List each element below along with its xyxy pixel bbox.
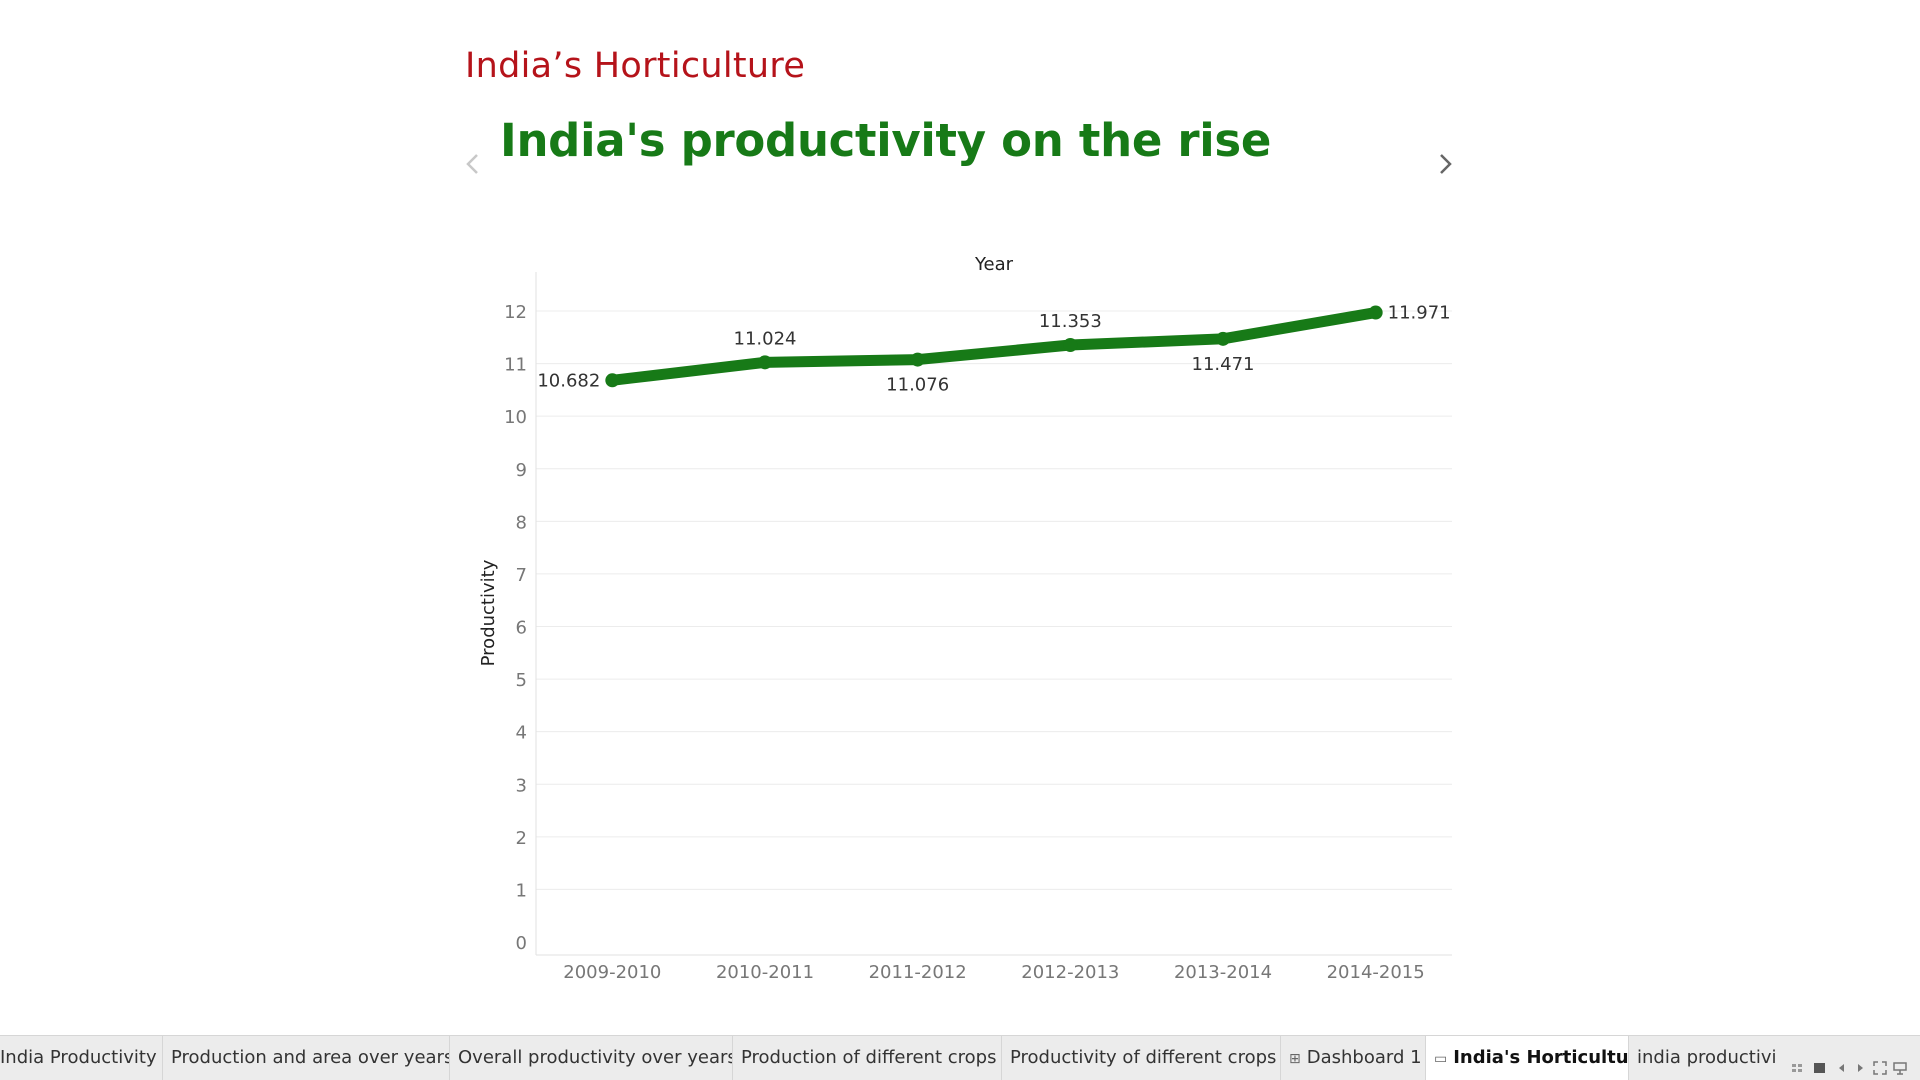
data-point bbox=[1216, 331, 1230, 346]
tab-label: Production and area over years bbox=[171, 1047, 450, 1068]
y-tick-label: 8 bbox=[516, 512, 527, 533]
y-tick-label: 12 bbox=[504, 302, 527, 323]
tab-productivity-of-crops[interactable]: Productivity of different crops bbox=[1002, 1036, 1281, 1080]
data-point bbox=[1063, 338, 1078, 353]
presentation-icon[interactable] bbox=[1892, 1060, 1908, 1076]
tab-production-of-crops[interactable]: Production of different crops bbox=[733, 1036, 1002, 1080]
data-label: 11.353 bbox=[1039, 311, 1102, 332]
y-tick-label: 5 bbox=[516, 670, 527, 691]
y-tick-label: 6 bbox=[516, 618, 527, 639]
y-axis-title: Productivity bbox=[478, 559, 499, 666]
data-point bbox=[605, 373, 620, 388]
story-icon: ▭ bbox=[1434, 1051, 1448, 1067]
y-tick-label: 11 bbox=[504, 355, 527, 376]
data-point bbox=[1368, 305, 1383, 320]
data-label: 11.024 bbox=[734, 328, 797, 349]
tab-label: Overall productivity over years bbox=[458, 1047, 733, 1068]
series bbox=[605, 305, 1383, 388]
data-labels: 10.682 11.024 11.076 11.353 11.471 11.971 bbox=[537, 303, 1450, 396]
series-line bbox=[606, 307, 1382, 386]
y-tick-label: 0 bbox=[516, 933, 527, 954]
data-label: 10.682 bbox=[537, 370, 600, 391]
data-label: 11.076 bbox=[886, 375, 949, 396]
y-tick-label: 1 bbox=[516, 880, 527, 901]
filmstrip-icon[interactable] bbox=[1812, 1060, 1828, 1076]
x-tick-label: 2010-2011 bbox=[716, 962, 814, 983]
tab-label: Dashboard 1 bbox=[1306, 1047, 1422, 1068]
x-tick-label: 2013-2014 bbox=[1174, 962, 1272, 983]
data-label: 11.471 bbox=[1192, 354, 1255, 375]
data-label: 11.971 bbox=[1388, 303, 1451, 324]
chevron-right-icon[interactable] bbox=[1431, 150, 1459, 178]
chevron-left-icon[interactable] bbox=[459, 150, 487, 178]
sheet-sorter-icon[interactable] bbox=[1790, 1060, 1806, 1076]
x-tick-label: 2009-2010 bbox=[563, 962, 661, 983]
scroll-right-icon[interactable] bbox=[1852, 1060, 1868, 1076]
tab-production-and-area[interactable]: Production and area over years bbox=[163, 1036, 450, 1080]
x-tick-label: 2011-2012 bbox=[869, 962, 967, 983]
y-tick-label: 3 bbox=[516, 775, 527, 796]
tab-label: India's Horticulture bbox=[1453, 1047, 1629, 1068]
scroll-left-icon[interactable] bbox=[1834, 1060, 1850, 1076]
y-tick-label: 7 bbox=[516, 565, 527, 586]
tab-india-productivity-lower[interactable]: india productivity bbox=[1629, 1036, 1776, 1080]
data-point bbox=[758, 355, 772, 370]
tab-dashboard-1[interactable]: ⊞ Dashboard 1 bbox=[1281, 1036, 1426, 1080]
y-tick-label: 4 bbox=[516, 723, 527, 744]
sheet-toolbar bbox=[1790, 1060, 1920, 1076]
dashboard-icon: ⊞ bbox=[1289, 1051, 1301, 1067]
y-tick-label: 2 bbox=[516, 828, 527, 849]
fullscreen-icon[interactable] bbox=[1872, 1060, 1888, 1076]
tab-label: Production of different crops bbox=[741, 1047, 997, 1068]
gridlines bbox=[536, 310, 1452, 890]
tab-label: India Productivity bbox=[0, 1047, 157, 1068]
story-title: India’s Horticulture bbox=[465, 46, 806, 86]
x-tick-label: 2014-2015 bbox=[1327, 962, 1425, 983]
y-tick-label: 10 bbox=[504, 407, 527, 428]
y-tick-label: 9 bbox=[516, 460, 527, 481]
tab-overall-productivity[interactable]: Overall productivity over years bbox=[450, 1036, 733, 1080]
x-tick-label: 2012-2013 bbox=[1021, 962, 1119, 983]
story-point-headline: India's productivity on the rise bbox=[500, 114, 1272, 167]
tab-indias-horticulture[interactable]: ▭ India's Horticulture bbox=[1426, 1036, 1629, 1080]
data-point bbox=[910, 352, 925, 367]
tab-label: Productivity of different crops bbox=[1010, 1047, 1277, 1068]
tab-label: india productivity bbox=[1637, 1047, 1776, 1068]
sheet-tab-bar: India Productivity Production and area o… bbox=[0, 1035, 1920, 1080]
x-axis-title: Year bbox=[974, 254, 1014, 275]
tab-india-productivity[interactable]: India Productivity bbox=[0, 1036, 163, 1080]
